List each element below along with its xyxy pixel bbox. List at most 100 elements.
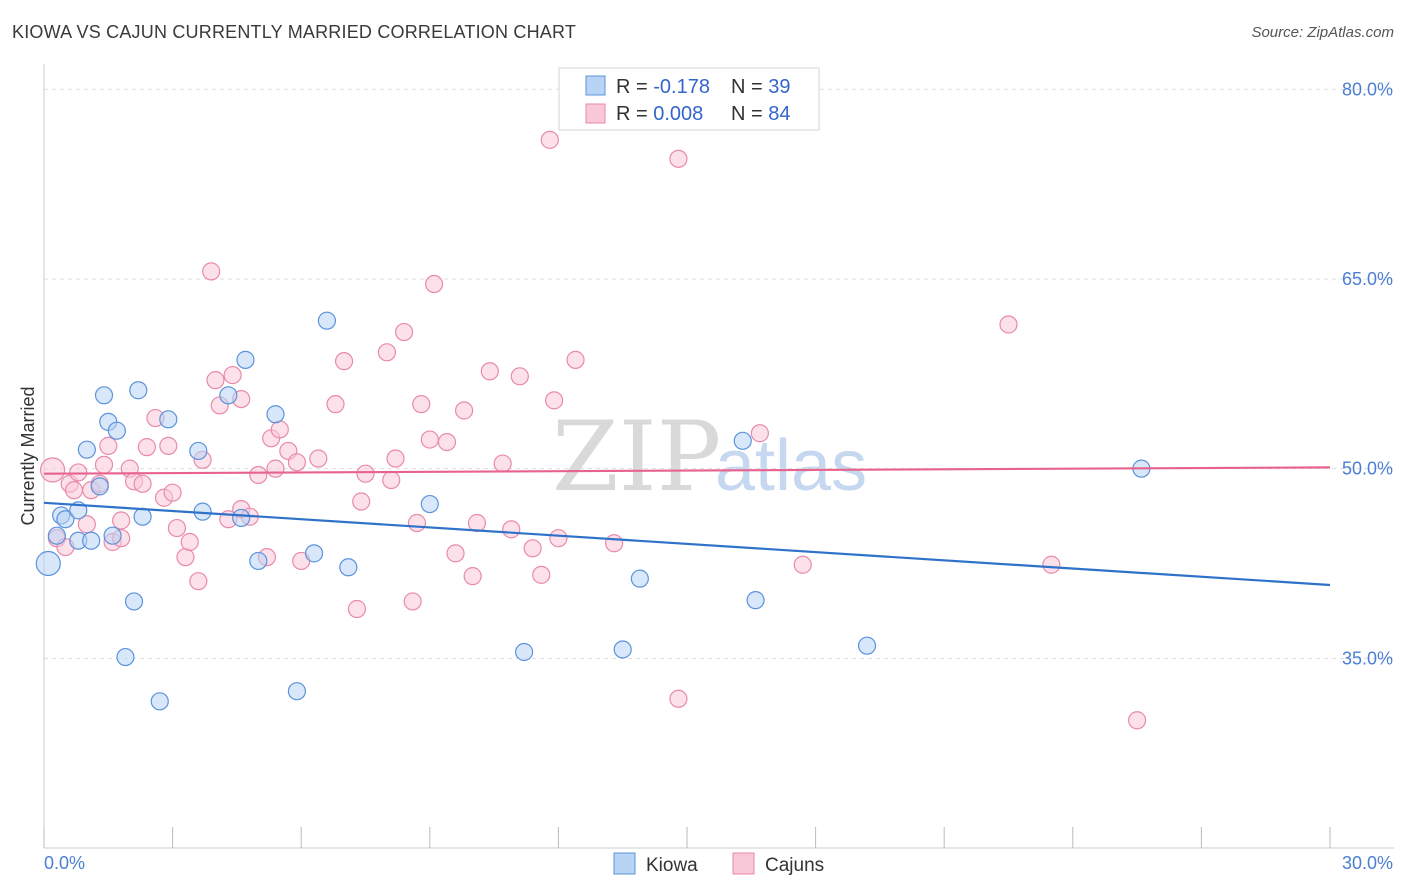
cajuns-point [94,455,114,474]
kiowa-point [56,510,75,529]
legend-n-value-1: 39 [768,76,790,98]
legend-swatch-kiowa [585,75,606,96]
stats-legend: R = -0.178 N = 39 R = 0.008 N = 84 [558,67,820,131]
kiowa-point [515,642,534,662]
cajuns-point [467,513,487,533]
cajuns-point [249,465,268,485]
kiowa-point [103,526,122,545]
cajuns-point [510,367,529,386]
kiowa-point [94,386,114,405]
cajuns-point [523,539,542,558]
tick-labels: 80.0% 65.0% 50.0% 35.0% 0.0% 30.0% [44,79,1393,873]
cajuns-point [437,432,457,452]
kiowa-point [90,477,109,496]
cajuns-point [386,449,405,468]
series-legend: Kiowa Cajuns [613,852,824,876]
kiowa-point [35,550,61,577]
kiowa-point [339,558,358,577]
kiowa-point [124,592,144,611]
cajuns-point [394,322,414,342]
svg-text:R = 0.008: R = 0.008 [616,103,703,125]
cajuns-point [605,534,624,553]
kiowa-point [287,682,307,701]
trend-lines [43,466,1331,587]
cajuns-point [206,371,225,390]
cajuns-trend-line [43,466,1331,475]
x-tick-label-min: 0.0% [44,853,85,873]
kiowa-point [133,507,152,526]
cajuns-point [669,689,688,708]
kiowa-point [129,381,148,400]
cajuns-point [347,599,367,619]
axes [43,64,1394,849]
kiowa-point [249,551,268,571]
x-tick-label-max: 30.0% [1342,853,1393,873]
watermark-zip: ZIP [552,401,721,513]
kiowa-point [613,640,632,659]
cajuns-point [549,529,568,548]
kiowa-point [107,421,126,440]
cajuns-point [424,274,444,294]
cajuns-point [287,453,307,472]
chart-title: KIOWA VS CAJUN CURRENTLY MARRIED CORRELA… [12,22,577,42]
svg-text:N = 39: N = 39 [731,76,791,98]
kiowa-point [77,440,96,459]
cajuns-point [454,401,474,420]
cajuns-point [540,130,559,149]
kiowa-point [236,350,255,369]
y-axis-label: Currently Married [18,386,38,525]
legend-n-label-2: N = [731,103,768,125]
cajuns-point [566,350,585,369]
cajuns-point [352,492,371,511]
kiowa-point [746,591,765,610]
kiowa-point [420,494,439,514]
cajuns-point [999,315,1018,334]
grid-lines [44,88,1394,659]
cajuns-point [446,544,465,563]
cajuns-point [403,592,422,611]
cajuns-point [420,430,439,449]
kiowa-point [266,405,285,424]
cajuns-point [382,470,401,490]
cajuns-point [326,395,345,414]
cajuns-point [669,149,688,168]
cajuns-point [750,424,769,443]
kiowa-point [219,386,238,405]
cajuns-point [1127,711,1147,730]
y-tick-label: 35.0% [1342,648,1393,668]
cajuns-point [270,420,289,439]
cajuns-point [309,449,328,468]
cajuns-point [793,555,812,574]
cajuns-point [377,343,397,362]
kiowa-point [82,531,101,550]
kiowa-point [232,508,251,528]
cajuns-point [99,436,118,455]
cajuns-point [493,454,512,473]
cajuns-point [334,352,354,371]
cajuns-point [167,518,186,538]
kiowa-point [857,636,877,655]
bottom-legend-kiowa: Kiowa [646,855,698,876]
cajuns-point [532,565,551,584]
cajuns-point [163,483,182,502]
cajuns-point [223,365,242,385]
legend-r-label-2: R = [616,103,653,125]
cajuns-point [112,511,131,530]
kiowa-point [304,544,324,563]
cajuns-point [64,481,84,500]
legend-r-value-1: -0.178 [653,76,710,98]
cajuns-point [407,513,427,533]
cajuns-point [180,532,199,552]
cajuns-point [176,548,195,567]
cajuns-point [159,436,178,455]
cajuns-point [502,520,521,539]
cajuns-point [463,567,482,586]
cajuns-point [1042,555,1061,574]
svg-text:R = -0.178: R = -0.178 [616,76,710,98]
kiowa-point [159,410,178,429]
legend-n-value-2: 84 [768,103,790,125]
legend-n-label-1: N = [731,76,768,98]
cajuns-point [545,391,564,410]
kiowa-point [116,647,135,667]
